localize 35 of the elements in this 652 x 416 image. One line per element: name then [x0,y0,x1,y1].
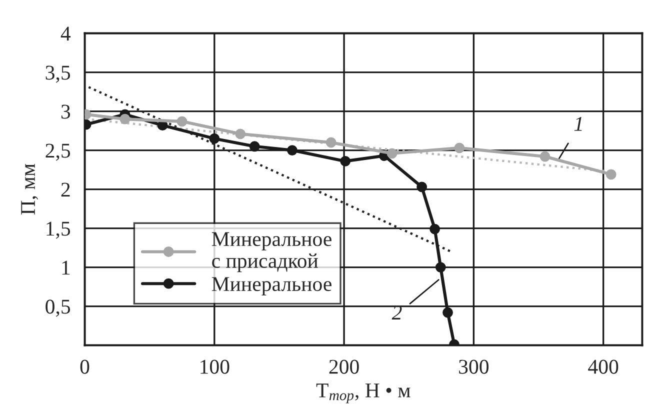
x-tick-label: 0 [80,360,90,374]
x-tick-label: 100 [200,360,230,374]
point [454,142,465,154]
annotation: 2 [392,306,402,320]
point [340,156,351,166]
point [442,307,453,318]
point [606,169,616,180]
point [249,141,260,152]
y-tick-label: 4 [60,26,71,41]
y-tick-label: 1 [62,260,70,275]
x-axis-title: T$_{тор}$, Н • м [316,384,410,404]
x-tick-label: 200 [329,360,359,374]
point [120,114,130,124]
y-tick-label: 2 [61,182,70,197]
point [286,145,298,156]
point [435,262,446,272]
point [176,116,188,127]
point [416,182,428,192]
x-tick-label: 300 [459,360,489,374]
point [209,133,220,144]
y-tick-label: 0,5 [46,300,70,317]
point [430,224,440,234]
point [540,151,550,162]
y-axis-title: П, мм [21,164,38,215]
point [326,137,336,148]
y-tick-label: 1,5 [46,222,70,239]
y-tick-label: 3 [61,104,70,119]
point [235,128,246,140]
y-tick-label: 2,5 [46,144,70,161]
x-tick-label: 400 [588,360,618,374]
legend-label: Минеральное [212,277,332,296]
point [386,148,398,159]
legend-label: Минеральное с присадкой [212,232,332,272]
annotation: 1 [574,116,582,131]
y-tick-label: 3,5 [46,66,70,83]
